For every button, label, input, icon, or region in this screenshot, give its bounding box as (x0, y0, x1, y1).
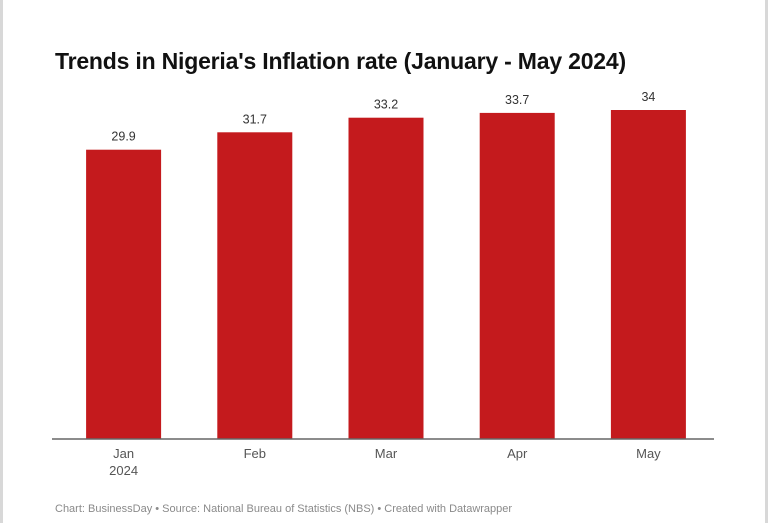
value-label-apr: 33.7 (505, 93, 529, 107)
x-tick-label-apr: Apr (507, 446, 528, 461)
bar-apr (479, 112, 555, 440)
bar-feb (217, 132, 293, 440)
value-label-mar: 33.2 (374, 98, 398, 112)
left-border (0, 0, 3, 523)
right-border (765, 0, 768, 523)
x-tick-label-may: May (636, 446, 661, 461)
value-label-may: 34 (641, 90, 655, 104)
x-tick-label-feb: Feb (244, 446, 266, 461)
chart-title: Trends in Nigeria's Inflation rate (Janu… (55, 48, 626, 74)
value-label-jan: 29.9 (111, 130, 135, 144)
bar-may (610, 110, 686, 439)
chart-credit-footer: Chart: BusinessDay • Source: National Bu… (55, 503, 513, 515)
bar-mar (348, 117, 424, 439)
x-tick-label-mar: Mar (375, 446, 398, 461)
bar-jan (86, 149, 162, 439)
x-tick-sublabel-jan: 2024 (109, 463, 138, 478)
x-tick-labels-group: Jan 2024 Feb Mar Apr May (109, 446, 661, 478)
value-label-feb: 31.7 (243, 112, 267, 126)
bars-group (86, 110, 686, 440)
x-tick-label-jan: Jan (113, 446, 134, 461)
value-labels-group: 29.9 31.7 33.2 33.7 34 (111, 90, 655, 144)
